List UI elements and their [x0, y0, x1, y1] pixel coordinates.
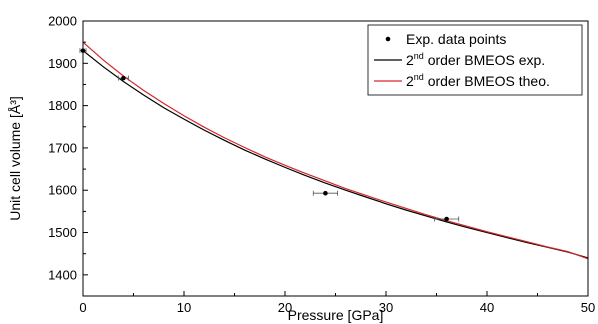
legend-label: 2nd order BMEOS theo. [406, 72, 550, 89]
y-axis: 1400 1500 1600 1700 1800 1900 2000 [48, 14, 88, 297]
y-tick-label: 1500 [48, 225, 77, 240]
y-tick-label: 1700 [48, 140, 77, 155]
x-axis-title: Pressure [GPa] [288, 307, 384, 323]
y-tick-label: 1900 [48, 56, 77, 71]
x-axis: 0 10 20 30 40 50 [79, 291, 595, 315]
legend-box [367, 24, 583, 96]
y-tick-label: 1800 [48, 98, 77, 113]
y-tick-label: 1400 [48, 267, 77, 282]
data-point [323, 190, 328, 196]
legend: Exp. data points 2nd order BMEOS exp. 2nd … [367, 24, 583, 96]
series-line [82, 50, 589, 259]
data-point [121, 75, 126, 81]
legend-label: Exp. data points [406, 31, 506, 47]
legend-marker [385, 36, 391, 42]
plot-curves [82, 41, 589, 260]
y-tick-label: 1600 [48, 183, 77, 198]
x-tick-label: 10 [177, 300, 191, 315]
x-tick-label: 40 [480, 300, 494, 315]
x-tick-label: 20 [278, 300, 292, 315]
x-tick-label: 50 [581, 300, 595, 315]
series-line [82, 41, 589, 260]
data-point [444, 216, 449, 222]
y-axis-title: Unit cell volume [Å³] [7, 96, 23, 220]
x-tick-label: 0 [79, 300, 86, 315]
y-tick-label: 2000 [48, 14, 77, 29]
x-tick-label: 30 [379, 300, 393, 315]
legend-items: Exp. data points 2nd order BMEOS exp. 2nd … [374, 31, 550, 89]
legend-label: 2nd order BMEOS exp. [406, 51, 545, 68]
